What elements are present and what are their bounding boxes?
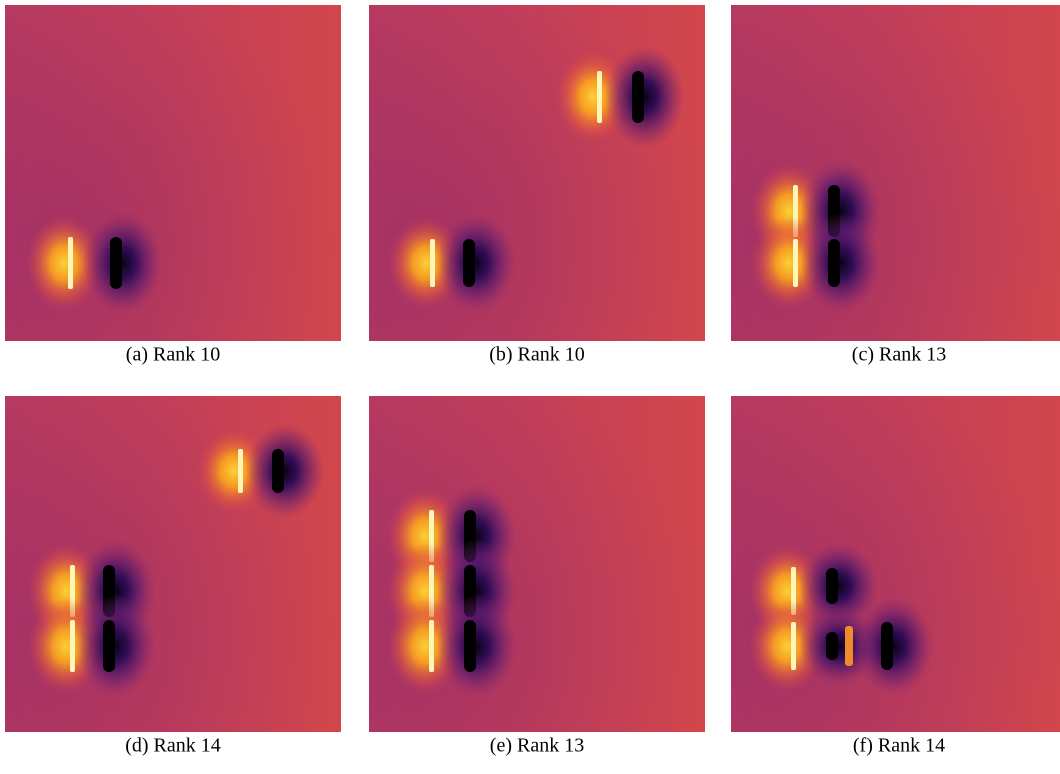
source-core bbox=[793, 239, 798, 287]
sink-core bbox=[826, 568, 838, 604]
panel-caption: (c) Rank 13 bbox=[852, 344, 946, 366]
sink-core bbox=[826, 632, 838, 660]
sink-core bbox=[110, 237, 122, 289]
source-core bbox=[429, 620, 434, 672]
sink-glow bbox=[799, 542, 879, 630]
heatmap-panel bbox=[731, 5, 1060, 341]
heatmap-panel bbox=[369, 396, 705, 732]
heatmap-panel bbox=[731, 396, 1060, 732]
sink-core bbox=[881, 622, 893, 670]
source-glow bbox=[749, 600, 825, 692]
sink-core bbox=[272, 449, 284, 493]
sink-core bbox=[828, 239, 840, 287]
source-core bbox=[238, 449, 243, 493]
sink-glow bbox=[605, 45, 685, 149]
sink-core bbox=[463, 239, 475, 287]
heatmap-panel bbox=[5, 5, 341, 341]
source-small bbox=[845, 626, 853, 666]
panel-caption: (b) Rank 10 bbox=[489, 344, 585, 366]
sink-glow bbox=[437, 594, 517, 698]
sink-glow bbox=[801, 213, 881, 313]
source-core bbox=[791, 622, 796, 670]
sink-glow bbox=[76, 594, 156, 698]
sink-core bbox=[632, 71, 644, 123]
sink-glow bbox=[854, 596, 934, 696]
sink-glow bbox=[436, 213, 516, 313]
heatmap-panel bbox=[369, 5, 705, 341]
sink-core bbox=[103, 620, 115, 672]
panel-caption: (e) Rank 13 bbox=[490, 735, 584, 757]
sink-core bbox=[464, 620, 476, 672]
panel-caption: (f) Rank 14 bbox=[853, 735, 945, 757]
source-glow bbox=[26, 215, 102, 311]
source-core bbox=[430, 239, 435, 287]
sink-glow bbox=[83, 211, 163, 315]
source-core bbox=[68, 237, 73, 289]
sink-glow bbox=[245, 423, 325, 519]
panel-caption: (d) Rank 14 bbox=[125, 735, 221, 757]
source-core bbox=[597, 71, 602, 123]
source-core bbox=[70, 620, 75, 672]
panel-caption: (a) Rank 10 bbox=[126, 344, 220, 366]
heatmap-panel bbox=[5, 396, 341, 732]
